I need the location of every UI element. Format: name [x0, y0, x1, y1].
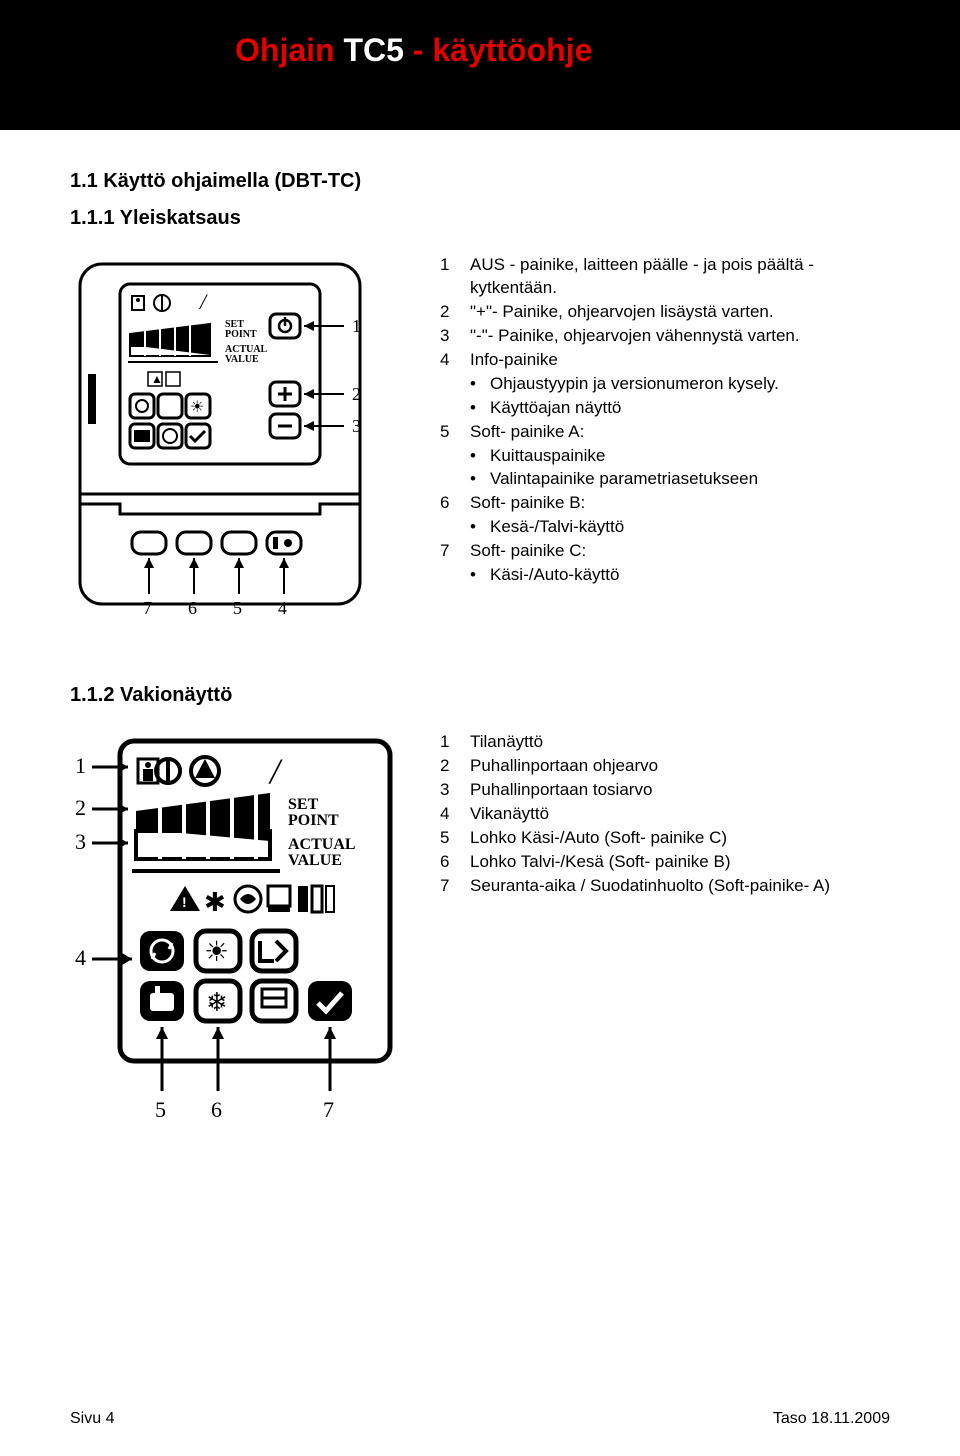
- list-item: 5 Soft- painike A:: [440, 421, 890, 444]
- list-item: 1 AUS - painike, laitteen päälle - ja po…: [440, 254, 890, 300]
- section-2-list: 1Tilanäyttö 2Puhallinportaan ohjearvo 3P…: [440, 731, 830, 899]
- svg-text:☀: ☀: [204, 936, 229, 967]
- footer-date: Taso 18.11.2009: [773, 1410, 890, 1428]
- section-2-title: 1.1.2 Vakionäyttö: [70, 684, 890, 707]
- svg-text:4: 4: [75, 945, 86, 970]
- svg-text:POINT: POINT: [288, 812, 339, 829]
- svg-text:7: 7: [323, 1097, 334, 1122]
- svg-text:❄: ❄: [206, 987, 228, 1017]
- section-2-row: / SET POINT ACTUAL: [70, 731, 890, 1131]
- section-1-title: 1.1 Käyttö ohjaimella (DBT-TC): [70, 170, 890, 193]
- bullet-item: •Valintapainike parametriasetukseen: [440, 468, 890, 491]
- title-part1: Ohjain: [235, 32, 335, 68]
- list-item: 7 Soft- painike C:: [440, 540, 890, 563]
- svg-text:ACTUAL: ACTUAL: [288, 836, 356, 853]
- svg-text:POINT: POINT: [225, 329, 257, 340]
- display-diagram: / SET POINT ACTUAL: [70, 731, 410, 1131]
- bullet-item: •Ohjaustyypin ja versionumeron kysely.: [440, 373, 890, 396]
- list-item: 2Puhallinportaan ohjearvo: [440, 755, 830, 778]
- footer: Sivu 4 Taso 18.11.2009: [70, 1410, 890, 1428]
- bullet-item: •Kuittauspainike: [440, 445, 890, 468]
- list-item: 4 Info-painike: [440, 349, 890, 372]
- svg-text:4: 4: [278, 598, 287, 618]
- header-bar: Ohjain TC5 - käyttöohje: [0, 0, 960, 130]
- list-item: 5Lohko Käsi-/Auto (Soft- painike C): [440, 827, 830, 850]
- list-item: 3Puhallinportaan tosiarvo: [440, 779, 830, 802]
- list-item: 2 "+"- Painike, ohjearvojen lisäystä var…: [440, 301, 890, 324]
- title-part3: - käyttöohje: [413, 32, 593, 68]
- svg-text:VALUE: VALUE: [288, 852, 342, 869]
- section-1-row: / SET POINT ACTUAL VALUE: [70, 254, 890, 624]
- svg-text:SET: SET: [288, 796, 319, 813]
- list-item: 6Lohko Talvi-/Kesä (Soft- painike B): [440, 851, 830, 874]
- bullet-item: •Käyttöajan näyttö: [440, 397, 890, 420]
- svg-text:1: 1: [75, 753, 86, 778]
- svg-text:2: 2: [352, 384, 361, 404]
- svg-text:VALUE: VALUE: [225, 354, 259, 365]
- svg-text:5: 5: [155, 1097, 166, 1122]
- section-2: 1.1.2 Vakionäyttö /: [70, 684, 890, 1131]
- svg-text:!: !: [182, 894, 187, 910]
- page-title: Ohjain TC5 - käyttöohje: [235, 32, 960, 69]
- svg-text:▲: ▲: [151, 372, 163, 386]
- list-item: 3 "-"- Painike, ohjearvojen vähennystä v…: [440, 325, 890, 348]
- svg-text:3: 3: [352, 416, 361, 436]
- section-1-subtitle: 1.1.1 Yleiskatsaus: [70, 207, 890, 230]
- list-item: 4Vikanäyttö: [440, 803, 830, 826]
- title-part2: TC5: [343, 32, 403, 68]
- page-number: Sivu 4: [70, 1410, 114, 1428]
- controller-diagram: / SET POINT ACTUAL VALUE: [70, 254, 410, 624]
- section-1-list: 1 AUS - painike, laitteen päälle - ja po…: [440, 254, 890, 588]
- svg-text:1: 1: [352, 316, 361, 336]
- svg-text:✱: ✱: [204, 887, 226, 917]
- svg-text:☀: ☀: [190, 399, 204, 416]
- svg-text:6: 6: [188, 598, 197, 618]
- svg-text:6: 6: [211, 1097, 222, 1122]
- bullet-item: •Kesä-/Talvi-käyttö: [440, 516, 890, 539]
- bullet-item: •Käsi-/Auto-käyttö: [440, 564, 890, 587]
- svg-text:7: 7: [143, 598, 152, 618]
- list-item: 6 Soft- painike B:: [440, 492, 890, 515]
- svg-text:5: 5: [233, 598, 242, 618]
- svg-text:3: 3: [75, 829, 86, 854]
- svg-text:2: 2: [75, 795, 86, 820]
- list-item: 7Seuranta-aika / Suodatinhuolto (Soft-pa…: [440, 875, 830, 898]
- content: 1.1 Käyttö ohjaimella (DBT-TC) 1.1.1 Yle…: [0, 130, 960, 1131]
- list-item: 1Tilanäyttö: [440, 731, 830, 754]
